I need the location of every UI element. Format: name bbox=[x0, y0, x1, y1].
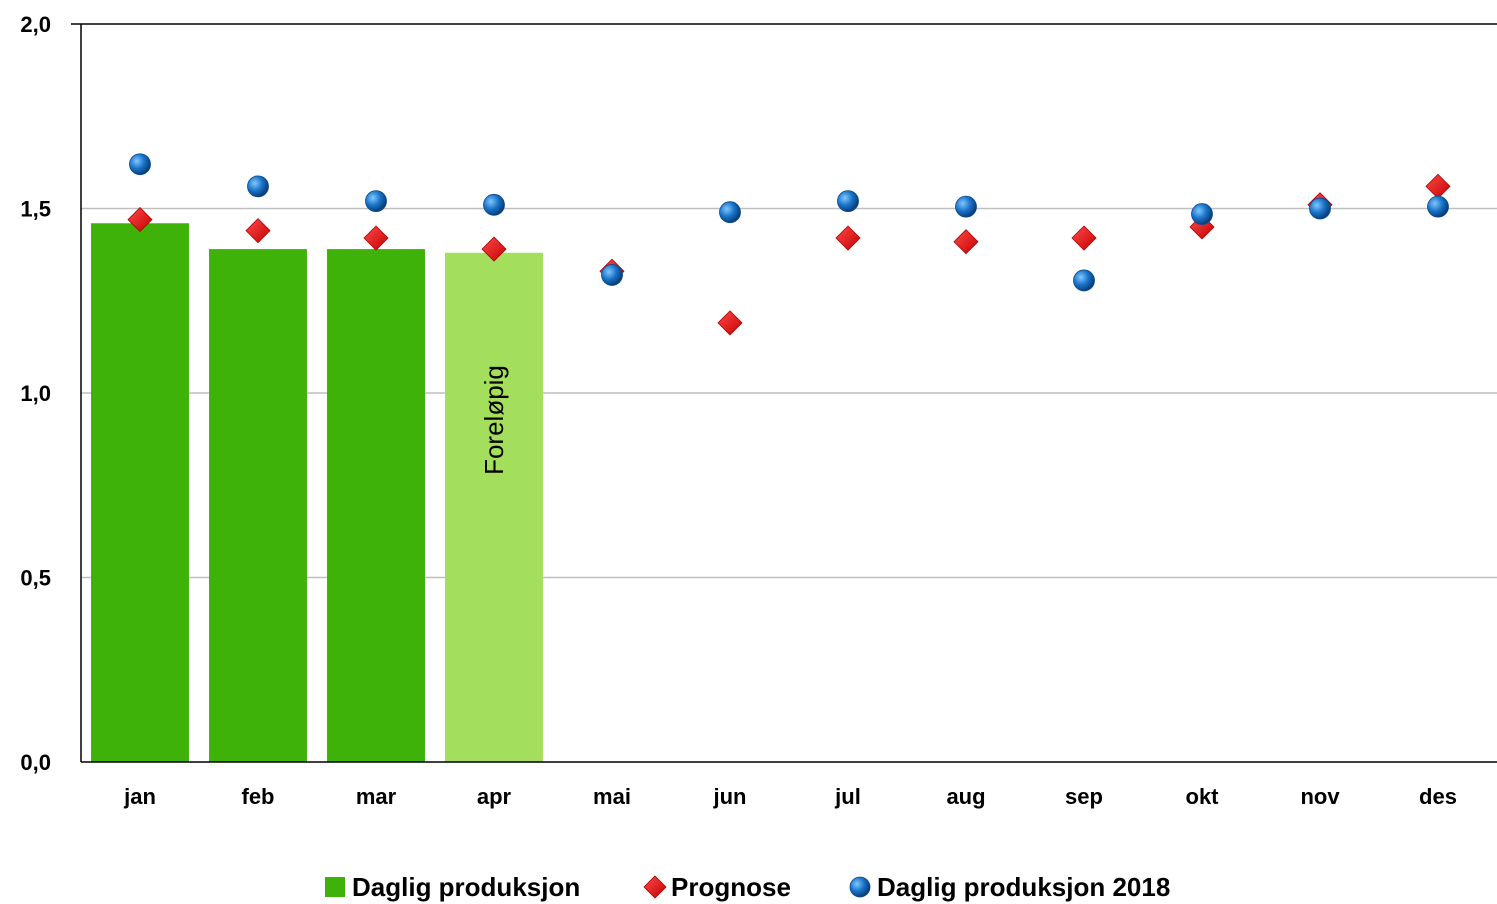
prognose-point-aug bbox=[953, 229, 979, 255]
y-tick-label: 2,0 bbox=[20, 12, 51, 37]
x-tick-label-sep: sep bbox=[1065, 784, 1103, 809]
bar-mar bbox=[327, 249, 425, 763]
prognose-point-jul bbox=[835, 225, 861, 251]
prognose-point-jun bbox=[717, 310, 743, 336]
prognose-point-feb bbox=[245, 218, 271, 244]
x-tick-label-aug: aug bbox=[946, 784, 985, 809]
produksjon-2018-point-des bbox=[1427, 195, 1449, 218]
legend-swatch-diamond bbox=[643, 875, 667, 899]
bar-feb bbox=[209, 249, 307, 763]
produksjon-2018-point-sep bbox=[1073, 269, 1095, 292]
x-tick-label-feb: feb bbox=[242, 784, 275, 809]
produksjon-2018-point-jun bbox=[719, 201, 741, 224]
bars bbox=[91, 223, 543, 763]
bar-apr bbox=[445, 252, 543, 762]
produksjon-2018-point-jul bbox=[837, 190, 859, 213]
y-tick-label: 0,5 bbox=[20, 566, 51, 591]
legend-label: Prognose bbox=[671, 872, 791, 902]
grid-lines bbox=[81, 207, 1497, 579]
axes: 0,0 0,5 1,0 1,5 2,0 jan feb mar apr mai jun jul aug s… bbox=[20, 12, 1497, 809]
y-tick-label: 1,5 bbox=[20, 197, 51, 222]
produksjon-2018-point-mai bbox=[601, 264, 623, 286]
legend-label: Daglig produksjon 2018 bbox=[877, 872, 1170, 902]
x-tick-label-nov: nov bbox=[1300, 784, 1340, 809]
x-tick-label-okt: okt bbox=[1186, 784, 1220, 809]
y-tick-label: 1,0 bbox=[20, 381, 51, 406]
x-tick-label-jan: jan bbox=[123, 784, 156, 809]
prognose-point-jan bbox=[127, 207, 153, 233]
prognose-point-sep bbox=[1071, 225, 1097, 251]
produksjon-2018-point-feb bbox=[247, 175, 269, 198]
x-tick-label-apr: apr bbox=[477, 784, 512, 809]
legend-swatch-circle bbox=[849, 876, 871, 898]
legend-swatch-bar bbox=[325, 877, 345, 897]
prognose-point-mar bbox=[363, 225, 389, 251]
annotations: Foreløpig bbox=[479, 365, 509, 475]
markers bbox=[127, 153, 1451, 336]
x-tick-label-jun: jun bbox=[713, 784, 747, 809]
produksjon-2018-point-nov bbox=[1309, 197, 1331, 220]
legend-label: Daglig produksjon bbox=[352, 872, 580, 902]
x-tick-label-jul: jul bbox=[834, 784, 861, 809]
x-tick-label-des: des bbox=[1419, 784, 1457, 809]
produksjon-2018-point-mar bbox=[365, 190, 387, 213]
bar-jan bbox=[91, 223, 189, 762]
prognose-point-des bbox=[1425, 173, 1451, 199]
produksjon-2018-point-jan bbox=[129, 153, 151, 176]
x-tick-label-mai: mai bbox=[593, 784, 631, 809]
produksjon-2018-point-okt bbox=[1191, 203, 1213, 225]
produksjon-2018-point-aug bbox=[955, 195, 977, 218]
y-tick-label: 0,0 bbox=[20, 750, 51, 775]
produksjon-2018-point-apr bbox=[483, 193, 505, 216]
prognose-point-apr bbox=[481, 236, 507, 262]
legend: Daglig produksjon Prognose Daglig produksj… bbox=[325, 872, 1170, 902]
x-tick-label-mar: mar bbox=[356, 784, 397, 809]
bar-annotation: Foreløpig bbox=[479, 365, 509, 475]
